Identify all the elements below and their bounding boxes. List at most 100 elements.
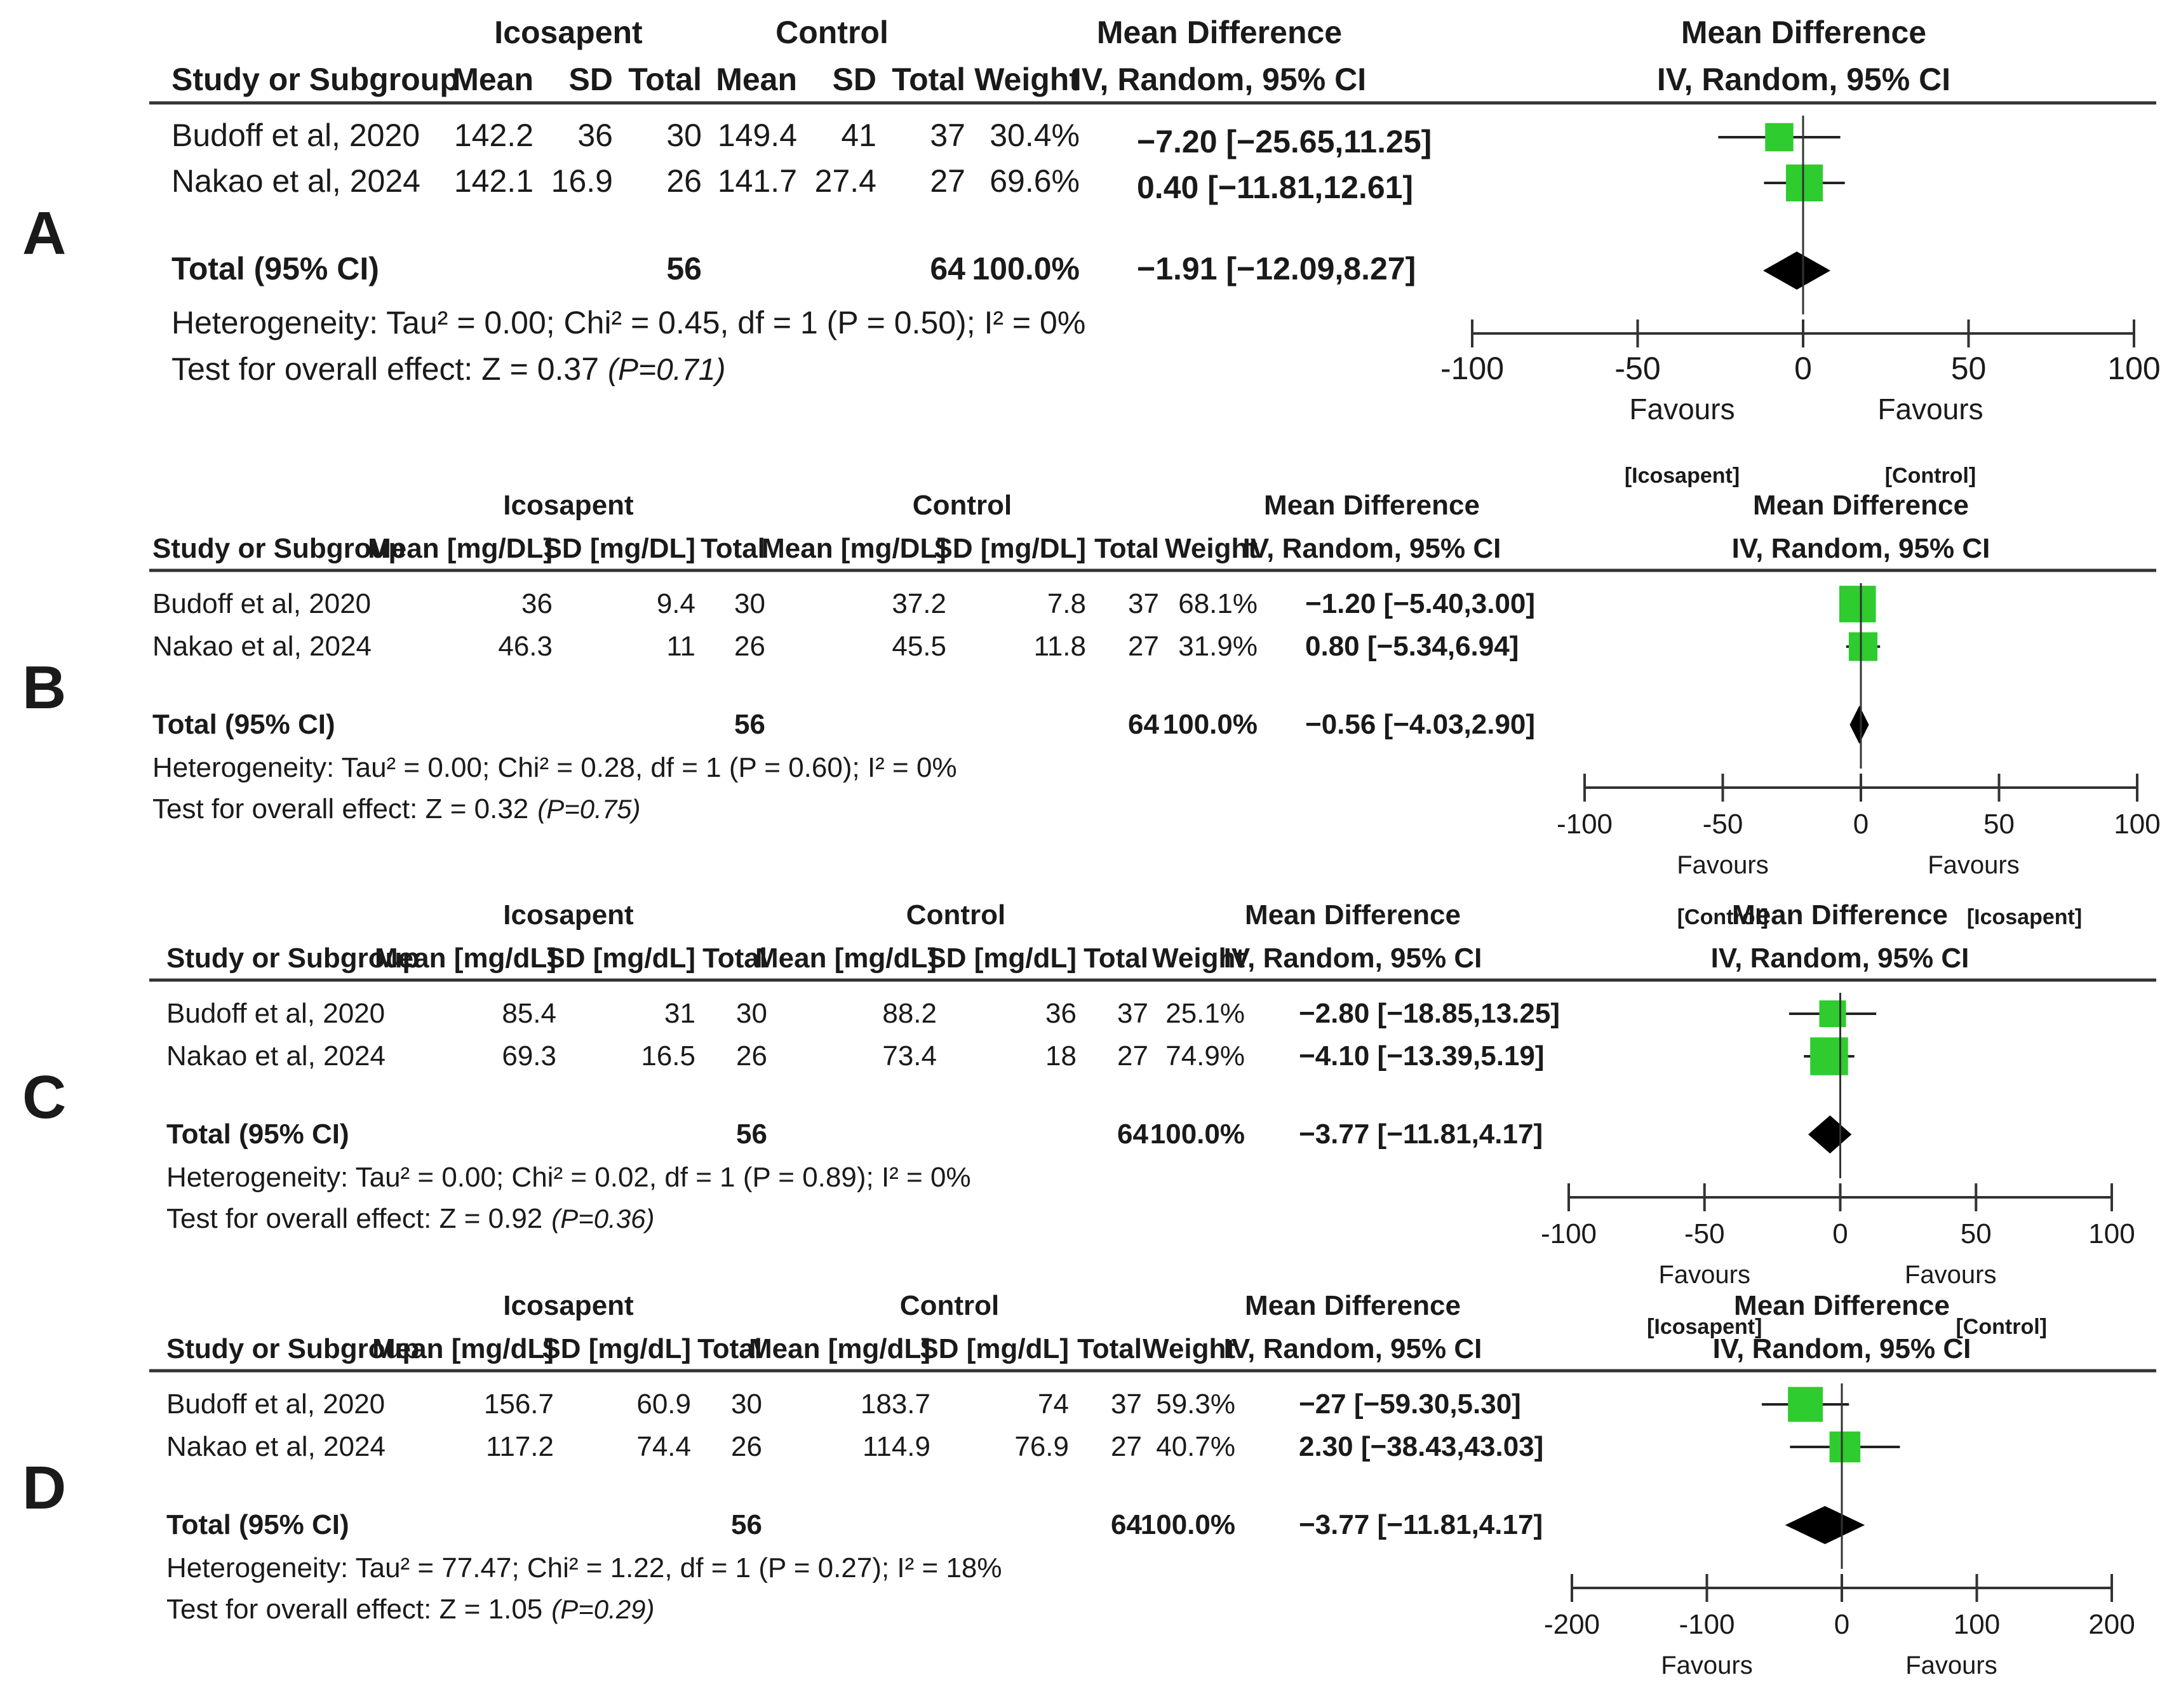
effect-marker (1786, 164, 1823, 202)
effect-marker (1788, 1387, 1823, 1422)
panel-label-d: D (22, 1454, 66, 1522)
header-md-method: IV, Random, 95% CI (1243, 533, 1501, 564)
header-group-control: Control (913, 490, 1012, 521)
header-group-icosapent: Icosapent (503, 899, 634, 931)
panel-label-a: A (22, 199, 66, 267)
heterogeneity-text: Heterogeneity: Tau² = 0.00; Chi² = 0.45,… (171, 305, 1085, 340)
header-study-or-subgroup: Study or Subgroup (152, 533, 405, 564)
x-axis-tick-label: 0 (1834, 1609, 1849, 1640)
x-axis-tick-label: -50 (1703, 809, 1743, 840)
heterogeneity-text: Heterogeneity: Tau² = 0.00; Chi² = 0.28,… (152, 752, 957, 783)
total-control: 64 (1111, 1509, 1142, 1540)
overall-effect-text: Test for overall effect: Z = 0.32 (152, 793, 528, 824)
cell-weight: 40.7% (1156, 1431, 1235, 1462)
header-plot-title: Mean Difference (1753, 490, 1969, 521)
x-axis-tick-label: -100 (1541, 1218, 1597, 1249)
effect-marker (1829, 1431, 1861, 1463)
header-mean-control: Mean [mg/DL] (762, 533, 946, 564)
header-mean-control: Mean [mg/dL] (749, 1333, 930, 1364)
favours-left-group: [Icosapent] (1647, 1315, 1762, 1339)
effect-marker (1839, 586, 1876, 622)
favours-left-group: [Icosapent] (1625, 464, 1740, 488)
header-md-method: IV, Random, 95% CI (1224, 943, 1482, 974)
favours-right-group: [Control] (1885, 464, 1976, 488)
cell-weight: 30.4% (990, 118, 1080, 153)
cell-sd-control: 27.4 (815, 163, 876, 199)
study-name: Nakao et al, 2024 (166, 1431, 386, 1462)
total-icosapent: 56 (736, 1119, 767, 1150)
header-group-icosapent: Icosapent (503, 1290, 634, 1321)
header-sd-control: SD [mg/dL] (920, 1333, 1069, 1364)
x-axis-tick-label: 50 (1983, 809, 2015, 840)
heterogeneity-text: Heterogeneity: Tau² = 77.47; Chi² = 1.22… (166, 1552, 1002, 1584)
x-axis-tick-label: -100 (1679, 1609, 1735, 1640)
header-total-control: Total (1077, 1333, 1142, 1364)
cell-total-icosapent: 30 (666, 118, 702, 153)
total-weight: 100.0% (1163, 709, 1258, 740)
header-total-control: Total (1094, 533, 1159, 564)
header-total-control: Total (892, 62, 965, 97)
total-icosapent: 56 (666, 251, 702, 286)
cell-sd-icosapent: 74.4 (636, 1431, 691, 1462)
favours-left-label: Favours (1659, 1261, 1751, 1289)
cell-ci: 2.30 [−38.43,43.03] (1299, 1431, 1543, 1462)
header-total-control: Total (1084, 943, 1148, 974)
overall-effect-p: (P=0.36) (551, 1204, 654, 1234)
x-axis-tick-label: -200 (1544, 1609, 1600, 1640)
pooled-effect-diamond (1785, 1506, 1865, 1544)
heterogeneity-text: Heterogeneity: Tau² = 0.00; Chi² = 0.02,… (166, 1162, 971, 1193)
cell-sd-control: 7.8 (1047, 588, 1086, 619)
header-total-icosapent: Total (628, 62, 702, 97)
header-md-method: IV, Random, 95% CI (1073, 62, 1366, 97)
cell-ci: −2.80 [−18.85,13.25] (1299, 998, 1560, 1029)
header-plot-title: Mean Difference (1732, 899, 1948, 931)
header-weight: Weight (1152, 943, 1245, 974)
cell-mean-control: 37.2 (892, 588, 946, 619)
header-mean-difference: Mean Difference (1097, 15, 1342, 50)
cell-mean-control: 114.9 (862, 1431, 930, 1462)
total-label: Total (95% CI) (171, 251, 379, 286)
x-axis-tick-label: 50 (1961, 1218, 1992, 1249)
cell-mean-control: 88.2 (882, 998, 937, 1029)
cell-ci: 0.40 [−11.81,12.61] (1137, 170, 1413, 205)
cell-mean-icosapent: 117.2 (486, 1431, 554, 1462)
cell-sd-control: 76.9 (1014, 1431, 1069, 1462)
header-mean-icosapent: Mean [mg/DL] (368, 533, 553, 564)
study-name: Budoff et al, 2020 (171, 118, 420, 153)
effect-marker (1810, 1037, 1848, 1075)
x-axis-tick-label: 100 (2114, 809, 2160, 840)
header-mean-difference: Mean Difference (1264, 490, 1480, 521)
header-group-control: Control (775, 15, 889, 50)
pooled-effect-diamond (1849, 706, 1869, 744)
pooled-effect-diamond (1763, 252, 1831, 290)
favours-right-label: Favours (1905, 1261, 1997, 1289)
header-mean-icosapent: Mean (452, 62, 533, 97)
favours-left-group: [Control] (1677, 905, 1769, 929)
cell-mean-icosapent: 69.3 (502, 1040, 556, 1072)
header-md-method: IV, Random, 95% CI (1224, 1333, 1482, 1364)
header-plot-method: IV, Random, 95% CI (1713, 1333, 1971, 1364)
header-study-or-subgroup: Study or Subgroup (171, 62, 459, 97)
cell-sd-icosapent: 16.5 (641, 1040, 695, 1072)
header-sd-icosapent: SD (569, 62, 613, 97)
total-icosapent: 56 (731, 1509, 762, 1540)
header-sd-control: SD [mg/DL] (934, 533, 1086, 564)
x-axis-tick-label: -50 (1614, 351, 1660, 386)
cell-mean-control: 73.4 (882, 1040, 937, 1072)
x-axis-tick-label: 100 (2088, 1218, 2135, 1249)
header-plot-method: IV, Random, 95% CI (1711, 943, 1969, 974)
cell-total-control: 37 (1111, 1389, 1142, 1420)
study-name: Nakao et al, 2024 (166, 1040, 386, 1072)
x-axis-tick-label: 0 (1794, 351, 1812, 386)
header-mean-difference: Mean Difference (1245, 1290, 1461, 1321)
total-label: Total (95% CI) (166, 1119, 349, 1150)
x-axis-tick-label: 50 (1951, 351, 1987, 386)
study-name: Budoff et al, 2020 (166, 998, 385, 1029)
cell-weight: 74.9% (1165, 1040, 1245, 1072)
header-mean-icosapent: Mean [mg/dL] (372, 1333, 554, 1364)
header-mean-control: Mean (716, 62, 797, 97)
header-group-icosapent: Icosapent (494, 15, 643, 50)
cell-total-icosapent: 26 (736, 1040, 767, 1072)
cell-sd-control: 11.8 (1034, 631, 1086, 662)
cell-total-control: 37 (1117, 998, 1148, 1029)
